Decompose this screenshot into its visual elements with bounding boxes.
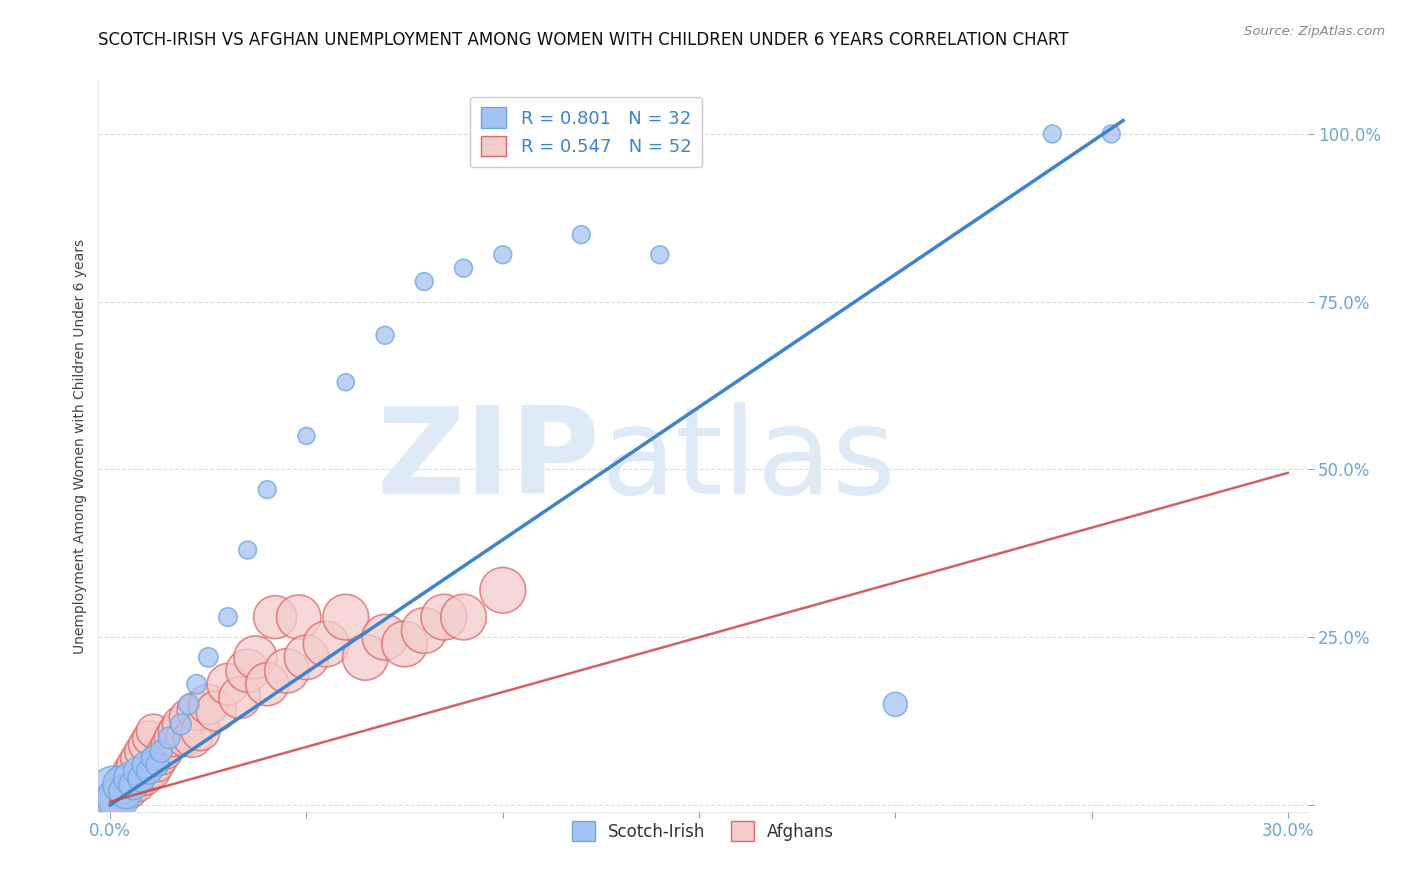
Point bbox=[131, 771, 153, 785]
Point bbox=[173, 731, 195, 745]
Point bbox=[115, 784, 138, 798]
Point bbox=[111, 778, 134, 792]
Point bbox=[295, 429, 318, 443]
Point bbox=[142, 751, 165, 765]
Point bbox=[205, 704, 228, 718]
Point bbox=[166, 724, 188, 739]
Point bbox=[335, 610, 357, 624]
Point bbox=[111, 778, 134, 792]
Point bbox=[335, 376, 357, 390]
Point bbox=[264, 610, 287, 624]
Point bbox=[1099, 127, 1122, 141]
Point bbox=[374, 328, 396, 343]
Text: SCOTCH-IRISH VS AFGHAN UNEMPLOYMENT AMONG WOMEN WITH CHILDREN UNDER 6 YEARS CORR: SCOTCH-IRISH VS AFGHAN UNEMPLOYMENT AMON… bbox=[98, 31, 1069, 49]
Point bbox=[413, 624, 436, 638]
Point bbox=[157, 738, 180, 752]
Point bbox=[131, 771, 153, 785]
Point bbox=[135, 771, 157, 785]
Point bbox=[127, 751, 149, 765]
Point bbox=[107, 791, 129, 805]
Point bbox=[118, 764, 141, 779]
Point bbox=[413, 275, 436, 289]
Text: Source: ZipAtlas.com: Source: ZipAtlas.com bbox=[1244, 25, 1385, 38]
Point bbox=[453, 610, 475, 624]
Point bbox=[315, 637, 337, 651]
Point bbox=[569, 227, 592, 242]
Point bbox=[177, 711, 200, 725]
Point bbox=[648, 248, 671, 262]
Y-axis label: Unemployment Among Women with Children Under 6 years: Unemployment Among Women with Children U… bbox=[73, 238, 87, 654]
Point bbox=[115, 784, 138, 798]
Point bbox=[135, 738, 157, 752]
Point bbox=[138, 731, 160, 745]
Point bbox=[122, 778, 145, 792]
Legend: Scotch-Irish, Afghans: Scotch-Irish, Afghans bbox=[565, 814, 841, 847]
Point bbox=[217, 677, 239, 691]
Point bbox=[245, 650, 267, 665]
Point bbox=[217, 610, 239, 624]
Point bbox=[492, 583, 515, 598]
Point bbox=[153, 744, 176, 758]
Point bbox=[146, 757, 169, 772]
Point bbox=[142, 724, 165, 739]
Point bbox=[295, 650, 318, 665]
Point bbox=[229, 690, 252, 705]
Point bbox=[177, 698, 200, 712]
Point bbox=[115, 771, 138, 785]
Point bbox=[118, 784, 141, 798]
Point bbox=[127, 764, 149, 779]
Point bbox=[157, 731, 180, 745]
Point bbox=[146, 757, 169, 772]
Point bbox=[170, 717, 193, 731]
Point bbox=[131, 744, 153, 758]
Point bbox=[150, 751, 173, 765]
Point bbox=[170, 717, 193, 731]
Point bbox=[142, 764, 165, 779]
Point bbox=[236, 543, 259, 558]
Point bbox=[122, 778, 145, 792]
Point bbox=[1042, 127, 1064, 141]
Point bbox=[354, 650, 377, 665]
Point bbox=[162, 731, 184, 745]
Point bbox=[150, 744, 173, 758]
Point bbox=[190, 724, 212, 739]
Point bbox=[374, 630, 396, 644]
Point bbox=[138, 764, 160, 779]
Point bbox=[181, 731, 204, 745]
Point bbox=[287, 610, 309, 624]
Point bbox=[492, 248, 515, 262]
Text: ZIP: ZIP bbox=[377, 402, 600, 519]
Point bbox=[103, 791, 125, 805]
Point bbox=[433, 610, 456, 624]
Point bbox=[111, 784, 134, 798]
Point bbox=[186, 677, 208, 691]
Point bbox=[127, 778, 149, 792]
Point bbox=[197, 698, 219, 712]
Point bbox=[256, 483, 278, 497]
Point bbox=[107, 791, 129, 805]
Point bbox=[103, 784, 125, 798]
Point bbox=[256, 677, 278, 691]
Point bbox=[186, 704, 208, 718]
Point bbox=[122, 757, 145, 772]
Point bbox=[135, 757, 157, 772]
Point bbox=[138, 764, 160, 779]
Text: atlas: atlas bbox=[600, 402, 896, 519]
Point bbox=[394, 637, 416, 651]
Point bbox=[453, 261, 475, 276]
Point bbox=[118, 771, 141, 785]
Point bbox=[276, 664, 298, 678]
Point bbox=[236, 664, 259, 678]
Point bbox=[884, 698, 907, 712]
Point bbox=[197, 650, 219, 665]
